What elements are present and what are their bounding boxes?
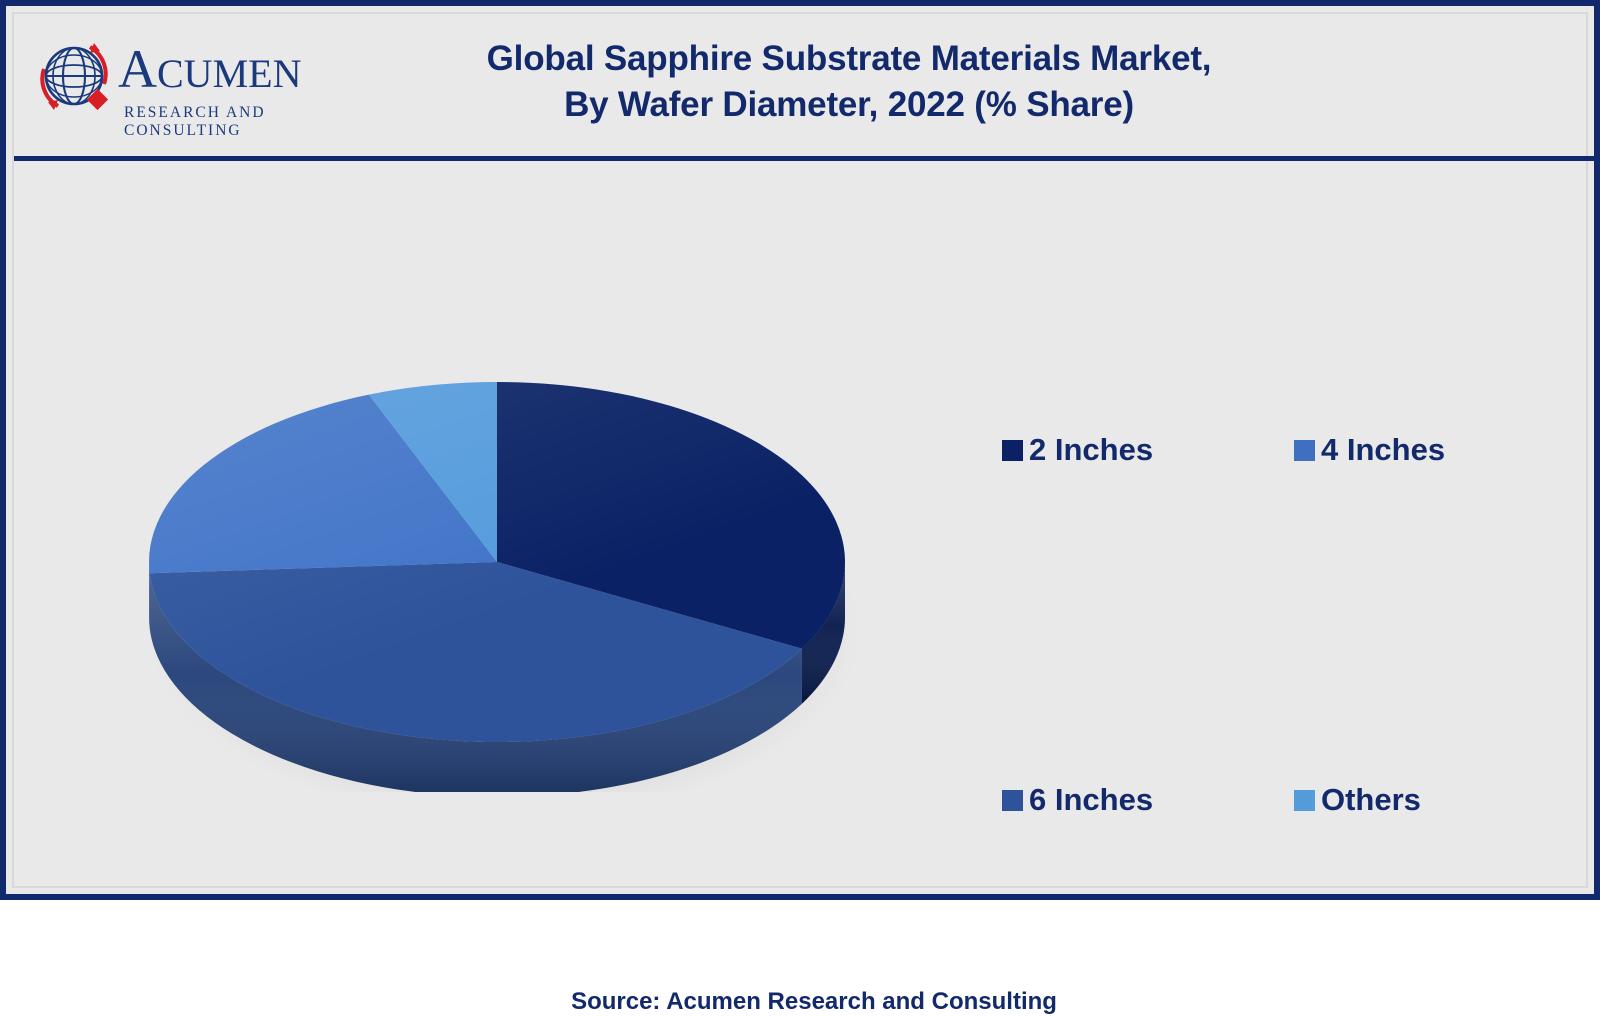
legend-item-2-inches[interactable]: 2 Inches	[1002, 432, 1153, 468]
legend-label-2-inches: 2 Inches	[1029, 432, 1154, 467]
pie-top-faces	[149, 382, 845, 742]
legend-label-6-inches: 6 Inches	[1029, 782, 1154, 817]
source-note: Source: Acumen Research and Consulting	[571, 988, 1057, 1015]
brand-rest: CUMEN	[157, 51, 302, 96]
pie-chart	[124, 272, 904, 792]
chart-area: 2 Inches 4 Inches 6 Inches Others Source…	[14, 162, 1598, 1015]
title-line-2: By Wafer Diameter, 2022 (% Share)	[564, 85, 1134, 125]
brand-logo: ACUMEN RESEARCH AND CONSULTING	[32, 34, 352, 139]
chart-legend: 2 Inches 4 Inches 6 Inches Others	[974, 282, 1534, 842]
page-title: Global Sapphire Substrate Materials Mark…	[354, 36, 1344, 128]
pie-chart-svg	[148, 382, 860, 792]
header-divider	[14, 156, 1598, 161]
legend-swatch-4-inches	[1294, 439, 1315, 461]
title-line-1: Global Sapphire Substrate Materials Mark…	[486, 39, 1212, 78]
legend-item-6-inches[interactable]: 6 Inches	[1002, 782, 1153, 818]
legend-label-4-inches: 4 Inches	[1321, 432, 1446, 467]
brand-wordmark: ACUMEN	[118, 42, 301, 96]
brand-tagline: RESEARCH AND CONSULTING	[124, 104, 266, 139]
legend-item-others[interactable]: Others	[1294, 782, 1421, 818]
brand-initial: A	[118, 39, 157, 99]
globe-logo-icon	[32, 38, 118, 120]
legend-swatch-others	[1294, 789, 1315, 811]
legend-swatch-2-inches	[1002, 439, 1023, 461]
header: ACUMEN RESEARCH AND CONSULTING Global Sa…	[14, 14, 1598, 154]
legend-swatch-6-inches	[1002, 789, 1023, 811]
legend-label-others: Others	[1321, 782, 1421, 817]
legend-item-4-inches[interactable]: 4 Inches	[1294, 432, 1445, 468]
